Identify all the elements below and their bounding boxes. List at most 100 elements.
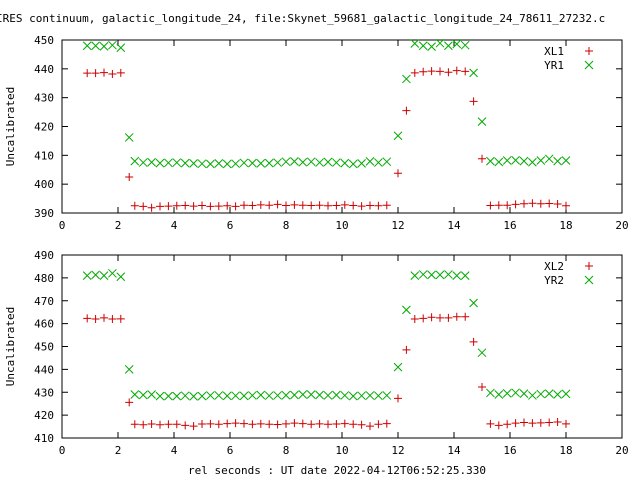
data-point	[486, 419, 495, 428]
data-point	[374, 158, 383, 167]
data-point	[248, 158, 257, 168]
data-point	[265, 420, 274, 429]
data-point	[394, 169, 402, 178]
data-point	[256, 390, 266, 400]
data-point	[172, 420, 181, 429]
data-point	[108, 315, 117, 324]
data-point	[419, 67, 428, 76]
data-point	[419, 314, 428, 323]
data-point	[340, 200, 349, 209]
data-point	[315, 158, 324, 167]
data-point	[374, 201, 383, 210]
data-point	[452, 312, 461, 321]
data-point	[502, 156, 512, 165]
data-point	[180, 391, 190, 401]
data-point	[214, 202, 223, 211]
x-tick-label: 0	[59, 444, 66, 457]
data-point	[256, 200, 265, 209]
data-point	[281, 390, 291, 400]
data-point	[536, 418, 545, 427]
series-XL2	[83, 312, 570, 431]
data-point	[477, 117, 487, 126]
data-point	[164, 391, 173, 401]
y-tick-label: 450	[34, 34, 54, 47]
data-point	[536, 199, 545, 208]
data-point	[264, 391, 274, 401]
x-tick-label: 16	[503, 219, 516, 232]
data-point	[349, 420, 358, 429]
data-point	[189, 159, 198, 168]
data-point	[256, 419, 265, 428]
data-point	[357, 159, 366, 168]
data-point	[282, 201, 290, 210]
data-point	[519, 156, 529, 166]
data-point	[511, 419, 520, 428]
y-tick-label: 430	[34, 92, 54, 105]
chart-title: IRES continuum, galactic_longitude_24, f…	[0, 12, 605, 25]
data-point	[189, 392, 198, 401]
data-point	[553, 200, 562, 209]
x-tick-label: 2	[115, 219, 122, 232]
data-point	[116, 43, 126, 53]
data-point	[545, 418, 554, 427]
data-point	[382, 391, 392, 400]
data-point	[402, 345, 411, 354]
x-tick-label: 16	[503, 444, 516, 457]
y-tick-label: 480	[34, 272, 54, 285]
data-point	[147, 390, 156, 399]
data-point	[147, 203, 156, 212]
y-tick-label: 390	[34, 207, 54, 220]
data-point	[138, 158, 148, 167]
x-tick-label: 14	[447, 444, 461, 457]
data-point	[427, 270, 436, 280]
data-point	[469, 97, 478, 106]
data-point	[528, 199, 537, 208]
data-point	[298, 419, 307, 428]
data-point	[536, 389, 546, 399]
data-point	[315, 201, 324, 210]
data-point	[545, 199, 554, 208]
data-point	[561, 156, 571, 165]
data-point	[486, 201, 495, 210]
data-point	[290, 200, 299, 209]
data-point	[435, 38, 445, 48]
data-point	[130, 390, 140, 399]
data-point	[528, 157, 537, 167]
data-point	[164, 420, 173, 429]
data-point	[239, 158, 249, 168]
data-point	[452, 271, 462, 280]
data-point	[562, 419, 570, 428]
plot-frame	[61, 254, 623, 439]
data-point	[239, 391, 249, 401]
x-tick-label: 8	[283, 444, 290, 457]
data-point	[477, 348, 487, 358]
y-tick-label: 410	[34, 149, 54, 162]
series-YR2	[82, 268, 571, 401]
top-panel: 0 2 4 6 8 10 12 14 16 18 20 390 400 410 420 430 440 450 Un…	[4, 34, 629, 232]
data-point	[306, 157, 316, 167]
data-point	[281, 157, 291, 167]
data-point	[562, 201, 570, 210]
x-tick-label: 18	[559, 219, 572, 232]
data-point	[108, 40, 117, 50]
data-point	[240, 201, 248, 210]
data-point	[332, 158, 341, 167]
data-point	[460, 40, 470, 50]
data-point	[273, 391, 282, 400]
data-point	[298, 157, 308, 167]
data-point	[290, 390, 299, 400]
data-point	[348, 391, 358, 401]
x-tick-label: 20	[615, 444, 628, 457]
data-point	[544, 154, 554, 164]
data-point	[494, 157, 504, 167]
data-point	[340, 158, 350, 168]
data-point	[91, 69, 100, 78]
data-point	[444, 270, 453, 279]
data-point	[265, 201, 274, 210]
x-axis-label: rel seconds : UT date 2022-04-12T06:52:2…	[188, 464, 486, 477]
data-point	[264, 158, 274, 168]
data-point	[139, 202, 148, 211]
data-point	[91, 270, 100, 280]
data-point	[536, 156, 546, 165]
